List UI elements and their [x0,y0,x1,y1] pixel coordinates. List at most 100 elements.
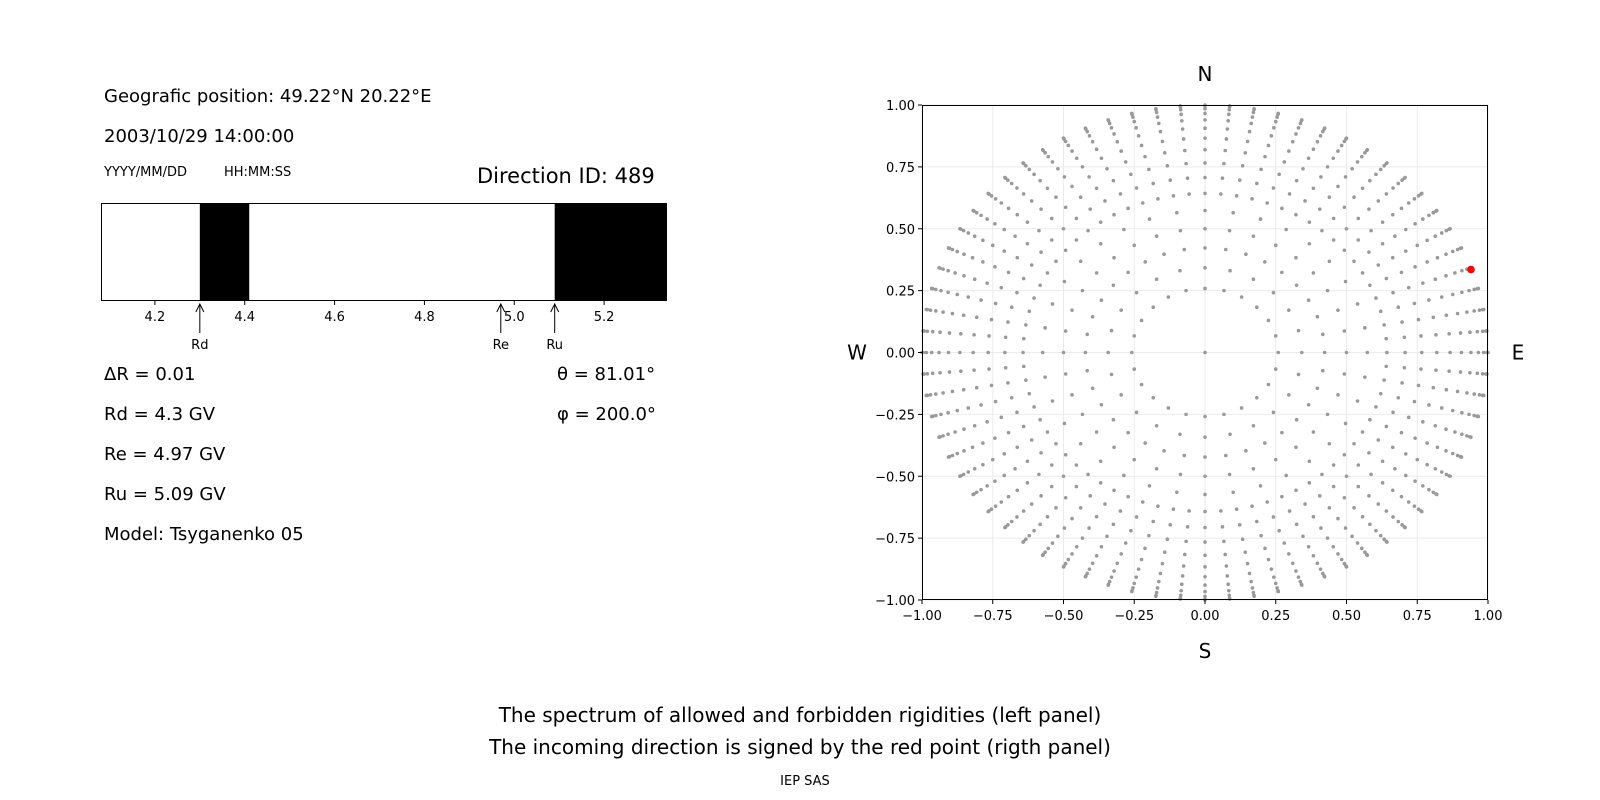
direction-point [1320,472,1324,477]
direction-point [1477,308,1482,312]
direction-point [1294,445,1298,450]
direction-point [1112,445,1116,450]
direction-point [1254,395,1259,400]
direction-point [1111,522,1116,527]
direction-point [1099,298,1104,303]
direction-point [1427,213,1431,218]
direction-point [966,231,971,235]
direction-point [1447,369,1451,373]
direction-point [1139,318,1144,323]
direction-point [981,238,985,243]
direction-point [1203,414,1207,419]
direction-point [1450,249,1455,254]
direction-point [970,255,975,260]
direction-point [1475,371,1480,376]
direction-point [974,210,979,215]
direction-point [1179,112,1183,117]
direction-point [950,311,955,316]
direction-point [1039,207,1043,211]
direction-point [1458,370,1463,374]
direction-point [924,393,929,398]
direction-point [1013,234,1017,239]
direction-point [1203,191,1207,196]
direction-point [1180,119,1184,123]
direction-point [1391,290,1395,295]
spectrum-frame [101,203,667,301]
direction-point [1228,268,1232,273]
direction-point [955,451,960,456]
direction-point [1336,308,1340,312]
direction-point [1336,393,1340,397]
direction-point [985,420,989,424]
direction-point [1319,526,1323,530]
direction-point [1227,112,1231,117]
direction-point [1481,393,1486,398]
direction-point [1299,350,1304,355]
direction-point [1002,249,1007,253]
direction-point [1266,318,1271,323]
direction-point [1094,271,1099,275]
direction-point [925,371,930,376]
direction-point [1203,126,1207,130]
direction-point [1336,184,1340,189]
direction-point [1070,308,1074,312]
direction-point [1062,279,1067,284]
direction-point [1400,320,1404,324]
direction-point [1376,263,1381,267]
direction-point [1250,504,1254,508]
direction-point [1266,382,1271,387]
direction-point [1336,149,1340,153]
direction-point [1168,523,1173,527]
direction-point [1015,488,1020,493]
direction-point [1166,406,1171,410]
direction-point [1273,457,1278,462]
direction-point [1465,434,1469,438]
direction-point [1472,413,1477,418]
direction-point [1105,166,1109,171]
direction-point [1468,370,1472,375]
direction-point [1331,484,1336,489]
sky-y-tick-label: −0.25 [875,408,915,423]
direction-point [1074,544,1079,549]
direction-point [1320,332,1325,337]
direction-point [1403,227,1408,232]
direction-point [1271,410,1276,415]
direction-point [924,350,929,355]
direction-point [1296,575,1301,579]
direction-point [1276,111,1281,116]
direction-point [1203,594,1207,599]
direction-point [958,350,962,355]
direction-point [1476,414,1481,419]
direction-point [1369,228,1373,233]
sky-y-tick-label: 0.00 [886,347,915,362]
direction-point [1254,519,1259,524]
direction-point [928,308,933,312]
direction-point [1185,176,1190,180]
direction-point [1480,371,1485,376]
direction-point [1406,415,1411,420]
direction-point [1078,195,1083,199]
direction-point [1039,494,1043,498]
direction-point [1455,311,1460,316]
direction-point [1384,364,1389,369]
direction-point [1180,127,1185,131]
direction-point [1119,393,1123,397]
direction-point [1287,552,1291,556]
direction-point [1402,365,1407,370]
datetime: 2003/10/29 14:00:00 [104,126,295,147]
direction-point [1228,432,1232,437]
compass-south: S [1199,639,1212,663]
direction-point [1219,509,1223,513]
direction-point [1280,494,1284,499]
direction-point [1203,455,1207,459]
direction-point [1131,586,1135,590]
direction-point [1040,553,1045,558]
direction-point [1311,186,1316,191]
direction-point [1132,119,1137,124]
direction-point [1112,212,1116,217]
direction-point [1427,298,1431,302]
direction-point [1029,438,1034,442]
direction-point [1416,194,1421,198]
direction-point [1062,526,1067,530]
direction-point [1425,441,1429,445]
